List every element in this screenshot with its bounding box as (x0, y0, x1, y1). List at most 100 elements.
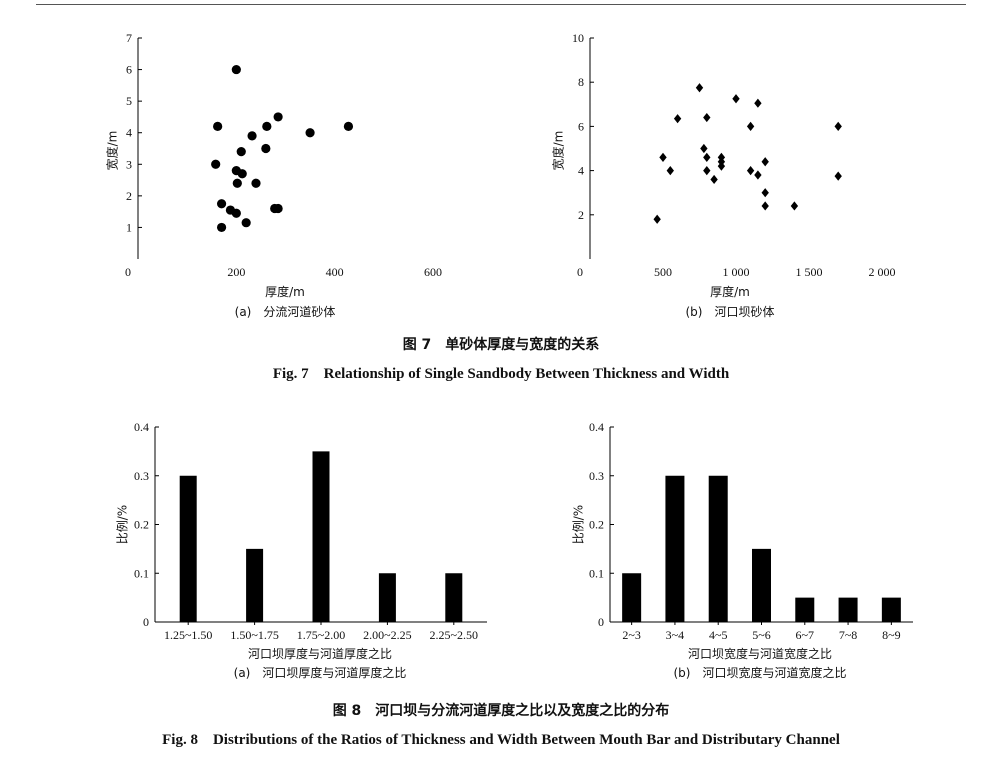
fig7a-point (241, 218, 251, 228)
fig7b-point (653, 214, 661, 224)
fig7b-point (746, 166, 755, 176)
fig8a-xtick-label: 1.50~1.75 (230, 628, 279, 642)
fig7a-ytick-label: 2 (126, 189, 132, 203)
fig7b-point (732, 94, 740, 104)
fig8b-xtick-label: 7~8 (839, 628, 858, 642)
fig8b-bar (665, 475, 685, 622)
fig7a-xtick-label: 0 (125, 265, 131, 279)
fig8a-xtick-label: 2.25~2.50 (430, 628, 479, 642)
fig7a-point (231, 64, 241, 75)
fig7b-subtitle: (b) 河口坝砂体 (685, 305, 775, 319)
fig7b-ytick-label: 6 (578, 119, 584, 133)
fig7b-point (761, 201, 769, 211)
fig8a-ytick-label: 0.3 (134, 469, 149, 483)
fig8a-bar (378, 573, 396, 622)
fig8b-xtick-label: 4~5 (709, 628, 728, 642)
fig7b-point (754, 170, 762, 180)
fig8a-ytick-label: 0.4 (134, 420, 149, 434)
fig7a-ylabel: 宽度/m (105, 130, 120, 171)
fig8a-xlabel: 河口坝厚度与河道厚度之比 (247, 647, 392, 661)
fig8b-xlabel: 河口坝宽度与河道宽度之比 (687, 647, 832, 661)
fig7a-point (251, 178, 261, 188)
fig8b-xtick-label: 8~9 (882, 628, 901, 642)
fig8a-ylabel: 比例/% (115, 504, 130, 545)
fig8b-bar (622, 573, 642, 622)
fig8a-xtick-label: 1.75~2.00 (297, 628, 346, 642)
fig7b-point (761, 157, 769, 167)
fig7b-point (710, 174, 718, 185)
fig8b-xtick-label: 3~4 (666, 628, 685, 642)
fig8b-ytick-label: 0.2 (589, 518, 604, 532)
fig8b-xtick-label: 2~3 (622, 628, 641, 642)
fig7b-point (754, 98, 762, 108)
fig7a-ytick-label: 3 (126, 157, 132, 171)
fig7b-point (834, 171, 842, 181)
fig7a-subtitle: (a) 分流河道砂体 (234, 305, 336, 319)
fig7a-point (261, 143, 271, 154)
fig8b-bar (708, 475, 728, 622)
fig7b-ytick-label: 2 (578, 208, 584, 222)
fig7a-point (273, 112, 283, 122)
fig8-caption-en: Fig. 8 Distributions of the Ratios of Th… (162, 732, 840, 748)
fig8b-ytick-label: 0.3 (589, 469, 604, 483)
fig7b-xtick-label: 1 000 (723, 265, 750, 279)
fig7a-xtick-label: 600 (424, 265, 442, 279)
fig7a-point (232, 178, 242, 188)
fig7a-point (343, 121, 354, 131)
fig7a-ytick-label: 4 (126, 126, 132, 140)
fig7b-point (834, 121, 842, 131)
fig7b-point (695, 83, 704, 93)
fig7a-ytick-label: 7 (126, 31, 132, 45)
fig7b-point (666, 166, 674, 176)
fig7b-ytick-label: 8 (578, 75, 584, 89)
fig8a-ytick-label: 0.1 (134, 566, 149, 580)
fig8b-xtick-label: 5~6 (752, 628, 771, 642)
fig7a-ytick-label: 5 (126, 94, 132, 108)
fig8a-subtitle: (a) 河口坝厚度与河道厚度之比 (233, 666, 407, 680)
fig7b-point (703, 112, 711, 123)
fig8b-ytick-label: 0 (598, 615, 604, 629)
fig7a-point (236, 147, 246, 157)
fig7b-point (790, 201, 799, 211)
fig7a-xlabel: 厚度/m (265, 285, 305, 299)
fig8-caption-cn: 图 8 河口坝与分流河道厚度之比以及宽度之比的分布 (332, 703, 670, 719)
fig7b-xtick-label: 0 (577, 265, 583, 279)
fig7a-point (247, 131, 257, 141)
fig7b-point (673, 114, 682, 124)
fig7a-point (262, 121, 272, 131)
fig7a-point (273, 203, 283, 214)
fig7a-point (237, 169, 247, 179)
fig8a-bar (445, 573, 463, 622)
fig7a-ytick-label: 6 (126, 63, 132, 77)
fig7b-xtick-label: 2 000 (869, 265, 896, 279)
fig7b-ylabel: 宽度/m (551, 130, 566, 171)
fig8a-xtick-label: 2.00~2.25 (363, 628, 412, 642)
fig7b-ytick-label: 4 (578, 164, 584, 178)
fig7b-point (746, 121, 755, 131)
fig8b-ytick-label: 0.1 (589, 566, 604, 580)
fig7b-point (703, 166, 711, 176)
fig8a-ytick-label: 0.2 (134, 518, 149, 532)
fig8a-bar (179, 475, 197, 622)
fig8b-bar (881, 597, 901, 622)
fig7a-point (211, 159, 221, 169)
fig7b-point (703, 152, 711, 162)
fig7b-point (700, 143, 708, 154)
fig7a-point (216, 222, 227, 233)
fig8b-subtitle: (b) 河口坝宽度与河道宽度之比 (673, 666, 847, 680)
fig8b-ylabel: 比例/% (571, 504, 586, 545)
fig8a-ytick-label: 0 (143, 615, 149, 629)
fig7a-point (231, 208, 241, 218)
fig7b-xlabel: 厚度/m (710, 285, 750, 299)
fig7b-xtick-label: 1 500 (796, 265, 823, 279)
fig8b-xtick-label: 6~7 (796, 628, 815, 642)
fig8b-ytick-label: 0.4 (589, 420, 604, 434)
page-top-rule (36, 4, 966, 5)
fig8b-bar (752, 548, 771, 622)
fig8b-bar (795, 597, 815, 622)
fig7b-point (761, 188, 769, 198)
fig7b-point (717, 161, 726, 171)
fig7a-point (213, 121, 223, 131)
fig7b-xtick-label: 500 (654, 265, 672, 279)
